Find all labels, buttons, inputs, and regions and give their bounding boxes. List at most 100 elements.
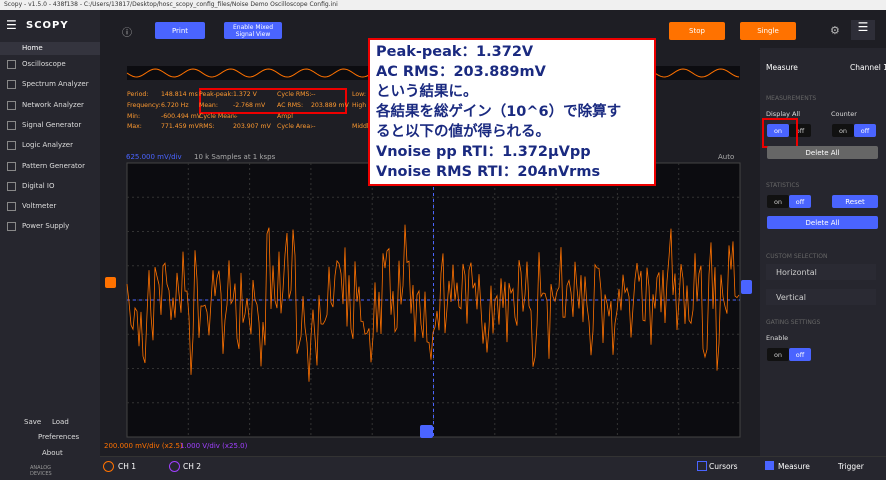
home-row[interactable] [0,42,100,55]
measure-label: Frequency: [127,101,161,109]
measure-value: 1.372 V [233,91,257,98]
measure-value: -2.768 mV [233,101,266,109]
panel-channel: Channel 1 [850,63,886,72]
section-label: GATING SETTINGS [766,319,821,326]
menu-item[interactable]: Digital IO [22,181,55,190]
v-scroll [741,280,752,294]
ch2-icon[interactable] [169,461,180,472]
volts-per-div: 625.000 mV/div [126,153,182,161]
measure-value: -- [233,112,238,120]
cursors-label[interactable]: Cursors [709,462,738,471]
ch1-scale: 200.000 mV/div (x2.5) [104,442,183,450]
ch2-scale: 1.000 V/div (x25.0) [180,442,248,450]
menu-icon[interactable] [7,202,16,212]
menu-icon[interactable] [7,100,16,110]
measure-label: Cycle Mean: [199,112,237,120]
ch1-icon[interactable] [103,461,114,472]
menu-icon[interactable] [7,120,16,130]
mixed-signal-button[interactable]: Enable Mixed Signal View [224,22,282,39]
trigger-label[interactable]: Trigger [838,462,864,471]
measure-value: 203.889 mV [311,101,349,109]
toggle-off[interactable]: off [854,124,876,137]
menu-icon[interactable] [7,80,16,90]
menu-icon[interactable] [7,60,16,69]
annotation-line: という結果に。 [376,84,478,100]
window-title: Scopy - v1.5.0 - 438f138 - C:/Users/1381… [4,1,338,8]
measure-label: Cycle RMS: [277,91,312,98]
section-label: STATISTICS [766,182,800,189]
menu-item[interactable]: Pattern Generator [22,161,85,170]
preferences-button[interactable]: Preferences [38,433,80,441]
toggle-on[interactable]: on [832,124,854,137]
stop-button[interactable]: Stop [669,22,725,40]
menu-item[interactable]: Oscilloscope [22,60,66,68]
delete-all-button[interactable]: Delete All [767,216,878,229]
save-button[interactable]: Save [24,418,42,426]
menu-item[interactable]: Network Analyzer [22,100,84,109]
toggle-off[interactable]: off [789,124,811,137]
ch1-marker [105,277,116,288]
load-button[interactable]: Load [52,418,69,426]
menu-item[interactable]: Voltmeter [22,202,57,211]
measure-value: -- [311,91,316,98]
counter-label: Counter [831,110,857,118]
sidebar [0,10,100,480]
measure-label: Peak-peak: [199,91,234,98]
measure-value: 6.720 Hz [161,101,189,109]
info-icon[interactable]: ⓘ [122,28,132,39]
measure-label: AC RMS: [277,101,304,109]
about-button[interactable]: About [42,449,63,457]
measure-value: 148.814 ms [161,91,198,98]
app-logo: SCOPY [26,20,69,31]
toggle-on[interactable]: on [767,124,789,137]
menu-icon[interactable] [7,141,16,151]
annotation-box: Peak-peak：1.372V AC RMS：203.889mV という結果に。各… [368,38,656,186]
settings-icon[interactable]: ⚙ [830,24,840,37]
reset-button[interactable]: Reset [832,195,878,208]
annotation-line: Vnoise RMS RTI：204nVrms [376,164,601,180]
section-label: CUSTOM SELECTION [766,253,828,260]
annotation-line: 各結果を総ゲイン（10^6）で除算す [376,104,622,120]
scope-area [105,66,752,438]
measure-label: Ampl [277,112,293,120]
toggle-off[interactable]: off [789,195,811,208]
measure-label[interactable]: Measure [778,462,810,471]
panel-menu[interactable]: ☰ [851,20,875,40]
horizontal-select[interactable]: Horizontal [766,264,876,280]
toggle-on[interactable]: on [767,348,789,361]
toggle-on[interactable]: on [767,195,789,208]
home-item[interactable]: Home [22,44,43,52]
measure-value: 771.459 mV [161,123,199,131]
measure-value: -600.494 mV [161,112,202,120]
cursors-checkbox[interactable] [697,461,707,471]
measure-checkbox[interactable] [765,461,774,470]
delete-all-button[interactable]: Delete All [767,146,878,159]
highlight-box [199,88,347,114]
annotation-line: Vnoise pp RTI：1.372μVpp [376,144,591,160]
enable-label: Enable [766,334,789,342]
measure-label: RMS: [199,123,215,131]
menu-item[interactable]: Signal Generator [22,120,82,129]
menu-item[interactable]: Logic Analyzer [22,141,73,150]
menu-item[interactable]: Power Supply [22,222,70,231]
toggle-off[interactable]: off [789,348,811,361]
ch1-button[interactable]: CH 1 [118,462,137,471]
menu-item[interactable]: Spectrum Analyzer [22,80,89,89]
display-all-label: Display All [766,110,801,118]
menu-icon[interactable]: ☰ [6,18,17,32]
print-button[interactable]: Print [155,22,205,39]
ch2-button[interactable]: CH 2 [183,462,202,471]
menu-icon[interactable] [7,181,16,191]
measure-label: Min: [127,112,141,120]
measure-label: Low: [352,91,366,98]
section-label: MEASUREMENTS [766,95,817,102]
annotation-line: AC RMS：203.889mV [376,64,546,80]
measure-label: Middl [352,123,369,131]
sample-info: 10 k Samples at 1 ksps [194,153,276,161]
menu-icon[interactable] [7,161,16,171]
menu-icon[interactable] [7,222,16,232]
vertical-select[interactable]: Vertical [766,289,876,305]
single-button[interactable]: Single [740,22,796,40]
noise-wave [126,224,740,382]
